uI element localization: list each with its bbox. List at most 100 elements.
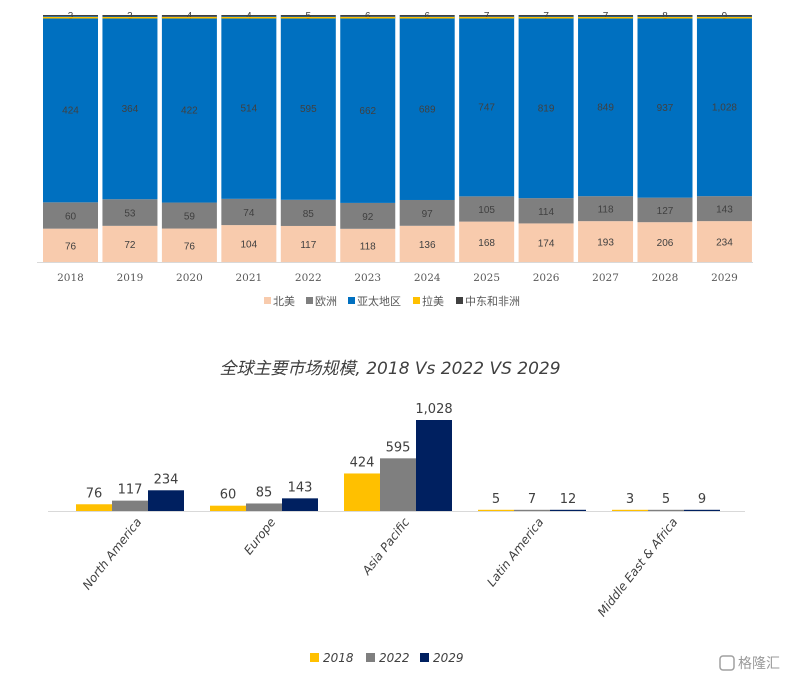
bar-segment-latam-2025 xyxy=(459,17,515,19)
legend-swatch xyxy=(413,297,420,304)
bar-middle-east-africa-2022 xyxy=(648,509,684,511)
watermark-logo-icon xyxy=(719,655,735,671)
x-tick-label: 2022 xyxy=(295,272,322,284)
bar-latin-america-2022 xyxy=(514,509,550,511)
bar-segment-2027-0 xyxy=(578,221,634,262)
category-label: Asia Pacific xyxy=(359,515,413,578)
bar-segment-2024-0 xyxy=(399,225,455,262)
bar-segment-2025-1 xyxy=(459,196,515,222)
data-label: 92 xyxy=(362,212,374,223)
bar-asia-pacific-2022 xyxy=(380,458,416,511)
legend-swatch xyxy=(264,297,271,304)
bar-segment-2019-2 xyxy=(102,16,158,200)
bar-segment-2027-3 xyxy=(578,15,634,17)
bar-segment-latam-2029 xyxy=(696,17,752,19)
bar-segment-2028-0 xyxy=(637,222,693,262)
legend-label: 中东和非洲 xyxy=(465,295,520,308)
data-label: 234 xyxy=(154,472,179,487)
data-label: 76 xyxy=(184,241,196,252)
bar-segment-2029-0 xyxy=(696,221,752,262)
x-tick-label: 2019 xyxy=(117,272,144,284)
bar-segment-latam-2024 xyxy=(399,17,455,19)
bar-segment-2019-1 xyxy=(102,199,158,226)
bar-segment-2028-1 xyxy=(637,197,693,223)
bar-segment-2021-0 xyxy=(221,225,277,262)
data-label: 59 xyxy=(184,212,196,223)
data-label: 5 xyxy=(306,11,312,22)
bar-asia-pacific-2018 xyxy=(344,473,380,511)
data-label: 595 xyxy=(386,440,411,455)
data-label: 4 xyxy=(187,11,193,22)
legend-label: 欧洲 xyxy=(315,295,337,308)
data-label: 127 xyxy=(657,206,674,217)
bar-north-america-2022 xyxy=(112,500,148,511)
bar-segment-2027-2 xyxy=(578,16,634,197)
category-label: Europe xyxy=(241,515,278,557)
bar-north-america-2029 xyxy=(148,490,184,511)
legend-swatch xyxy=(348,297,355,304)
legend-swatch xyxy=(420,653,429,662)
bar-segment-2025-2 xyxy=(459,16,515,197)
data-label: 662 xyxy=(359,106,376,117)
bar-segment-latam-2020 xyxy=(161,17,217,19)
bar-segment-2029-2 xyxy=(696,16,752,197)
bar-middle-east-africa-2029 xyxy=(684,509,720,511)
bar-segment-2025-0 xyxy=(459,221,515,262)
data-label: 60 xyxy=(65,211,77,222)
data-label: 143 xyxy=(716,205,733,216)
data-label: 117 xyxy=(300,240,316,251)
data-label: 3 xyxy=(626,492,634,507)
data-label: 7 xyxy=(484,11,490,22)
data-label: 9 xyxy=(698,492,706,507)
data-label: 7 xyxy=(528,492,536,507)
data-label: 7 xyxy=(603,11,609,22)
data-label: 424 xyxy=(62,105,79,116)
x-tick-label: 2021 xyxy=(235,272,262,284)
data-label: 4 xyxy=(246,11,252,22)
data-label: 118 xyxy=(360,241,376,252)
watermark: 格隆汇 xyxy=(719,655,780,672)
bar-segment-2020-1 xyxy=(161,202,217,229)
bar-segment-latam-2028 xyxy=(637,17,693,19)
data-label: 1,028 xyxy=(415,402,452,417)
legend-label: 拉美 xyxy=(422,294,444,308)
x-tick-label: 2026 xyxy=(533,272,560,284)
bar-latin-america-2029 xyxy=(550,509,586,511)
bar-segment-2022-1 xyxy=(280,199,336,226)
data-label: 85 xyxy=(303,209,315,220)
data-label: 53 xyxy=(124,209,136,220)
data-label: 193 xyxy=(597,238,614,249)
x-tick-label: 2024 xyxy=(414,272,441,284)
data-label: 3 xyxy=(68,11,74,22)
data-label: 595 xyxy=(300,104,317,115)
bar-segment-2026-3 xyxy=(518,15,574,17)
data-label: 6 xyxy=(424,11,430,22)
data-label: 74 xyxy=(243,208,255,219)
legend-label: 亚太地区 xyxy=(357,295,401,308)
watermark-text: 格隆汇 xyxy=(738,656,780,672)
bar-segment-2018-0 xyxy=(43,228,98,262)
data-label: 514 xyxy=(241,104,258,115)
bar-segment-2029-3 xyxy=(696,15,752,17)
bar-segment-2019-0 xyxy=(102,225,158,262)
data-label: 364 xyxy=(122,104,139,115)
legend-label: 北美 xyxy=(273,295,295,308)
bar-segment-2026-2 xyxy=(518,16,574,199)
bar-segment-latam-2018 xyxy=(43,17,98,19)
data-label: 5 xyxy=(662,492,670,507)
category-label: Latin America xyxy=(484,515,546,589)
data-label: 174 xyxy=(538,239,555,250)
bar-segment-2024-3 xyxy=(399,15,455,17)
data-label: 206 xyxy=(657,238,674,249)
data-label: 424 xyxy=(350,455,375,470)
x-tick-label: 2027 xyxy=(592,272,619,284)
grouped-chart-legend: 2018 2022 2029 xyxy=(310,651,464,665)
bar-north-america-2018 xyxy=(76,504,112,511)
data-label: 118 xyxy=(598,205,614,216)
x-tick-label: 2025 xyxy=(473,272,500,284)
bar-segment-2026-1 xyxy=(518,198,574,224)
bar-segment-2019-3 xyxy=(102,15,158,17)
data-label: 76 xyxy=(86,486,103,501)
